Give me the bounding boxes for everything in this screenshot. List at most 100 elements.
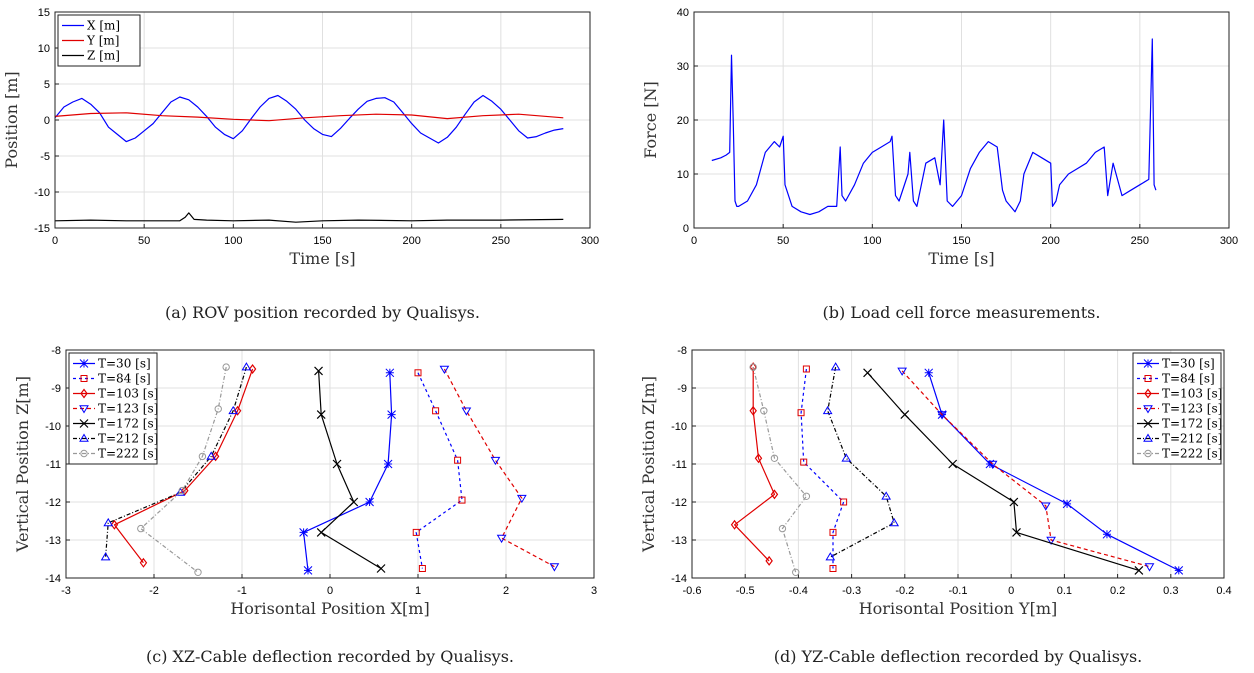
legend-label: T=84 [s] [98, 372, 151, 386]
chart-d: -0.6 -0.5 -0.4 -0.3 -0.2 -0.1 0 0.1 0.2 0.3 0.4 -8 -… [639, 345, 1232, 666]
y-tick-label: 40 [677, 7, 689, 19]
chart-c: -3 -2 -1 0 1 2 3-8-9-10-11-12-13-14Horisontal … [13, 345, 597, 666]
figure-caption: (d) YZ-Cable deflection recorded by Qual… [774, 647, 1142, 666]
data-point [439, 365, 450, 374]
legend-marker [80, 375, 88, 382]
y-tick-label: -12 [45, 497, 61, 509]
data-point [365, 497, 374, 507]
legend-marker [1144, 388, 1152, 399]
legend-label: T=103 [s] [1162, 387, 1222, 401]
data-point [792, 568, 800, 576]
x-tick-label: 200 [402, 235, 420, 247]
data-point [412, 528, 420, 536]
y-tick-label: -8 [677, 345, 687, 357]
x-tick-label: -3 [61, 585, 71, 597]
data-point [175, 487, 186, 496]
y-tick-label: -13 [671, 535, 687, 547]
legend-marker [79, 405, 89, 414]
x-tick-label: 50 [777, 235, 789, 247]
legend-marker [80, 449, 88, 458]
legend-marker [1144, 449, 1152, 458]
series-line-5 [867, 372, 1140, 571]
data-point [198, 452, 207, 461]
legend: T=30 [s]T=84 [s]T=103 [s]T=123 [s]T=172 … [1132, 352, 1222, 465]
data-point [376, 564, 386, 573]
data-point [387, 410, 396, 419]
legend: X [m]Y [m]Z [m] [57, 14, 141, 67]
legend-label: T=212 [s] [98, 432, 158, 446]
figure-caption: (b) Load cell force measurements. [823, 303, 1101, 322]
figure-caption: (c) XZ-Cable deflection recorded by Qual… [146, 647, 514, 666]
y-tick-label: 10 [677, 169, 689, 181]
y-tick-label: 15 [38, 7, 50, 19]
series-line-1 [711, 38, 1157, 216]
legend-label: T=123 [s] [1162, 402, 1222, 416]
series-group [730, 362, 1184, 576]
x-tick-label: -2 [149, 585, 159, 597]
data-point [194, 568, 202, 576]
data-point [110, 519, 119, 530]
data-point [754, 453, 763, 464]
data-point [822, 405, 833, 415]
series-group [100, 362, 560, 576]
chart-a: 0 50 100 150 200 250 300 -15 -10 -5 0 5 10 15 Time [s]… [2, 7, 599, 322]
data-point [1134, 565, 1144, 575]
legend: T=30 [s]T=84 [s]T=103 [s]T=123 [s]T=172 … [68, 352, 158, 465]
data-point [206, 451, 217, 460]
x-axis-label: Horisontal Position Y[m] [859, 599, 1058, 618]
data-point [100, 552, 111, 561]
data-point [1040, 502, 1051, 511]
data-point [841, 453, 852, 462]
data-point [881, 491, 892, 500]
x-tick-label: 100 [863, 235, 881, 247]
series-line-3 [113, 368, 254, 564]
x-tick-label: 0 [327, 585, 333, 597]
data-point [178, 486, 186, 495]
data-point [749, 363, 757, 371]
y-tick-label: -8 [51, 345, 61, 357]
data-point [948, 459, 958, 469]
legend-label: X [m] [87, 19, 120, 33]
y-tick-label: -11 [46, 459, 61, 471]
y-tick-label: -9 [51, 383, 61, 395]
data-point [802, 492, 811, 500]
x-tick-label: 300 [581, 235, 599, 247]
data-point [299, 528, 308, 537]
data-point [316, 527, 326, 537]
legend-marker [1143, 359, 1153, 368]
chart-b: 0 50 100 150 200 250 300 0 10 20 30 40 Time [s] Force… [641, 7, 1238, 322]
data-point [516, 494, 527, 504]
data-point [1174, 566, 1184, 575]
data-point [897, 367, 908, 376]
data-point [924, 368, 934, 378]
data-point [800, 458, 808, 466]
x-axis-label: Time [s] [289, 249, 355, 268]
series-line-3 [55, 212, 564, 223]
x-tick-label: 150 [952, 235, 970, 247]
data-point [383, 459, 393, 469]
x-tick-label: 0.1 [1057, 585, 1072, 597]
legend-label: T=222 [s] [98, 447, 158, 461]
data-point [889, 517, 900, 527]
data-point [139, 557, 148, 568]
x-tick-label: 50 [138, 235, 150, 247]
series-line-3 [733, 367, 776, 562]
y-tick-label: 0 [683, 223, 689, 235]
x-tick-label: 200 [1041, 235, 1059, 247]
series-group [55, 94, 564, 223]
x-tick-label: 0.4 [1216, 585, 1231, 597]
y-tick-label: -12 [671, 497, 687, 509]
data-point [349, 497, 359, 507]
x-tick-label: -0.4 [789, 585, 808, 597]
x-tick-label: 2 [503, 585, 509, 597]
data-point [248, 364, 257, 374]
y-axis-label: Position [m] [2, 71, 21, 168]
data-point [829, 565, 837, 572]
legend-marker [79, 419, 89, 428]
x-tick-label: -0.2 [895, 585, 914, 597]
x-axis-label: Time [s] [928, 249, 994, 268]
series-line-1 [928, 372, 1180, 571]
axes-box [65, 349, 595, 579]
data-point [760, 407, 768, 415]
